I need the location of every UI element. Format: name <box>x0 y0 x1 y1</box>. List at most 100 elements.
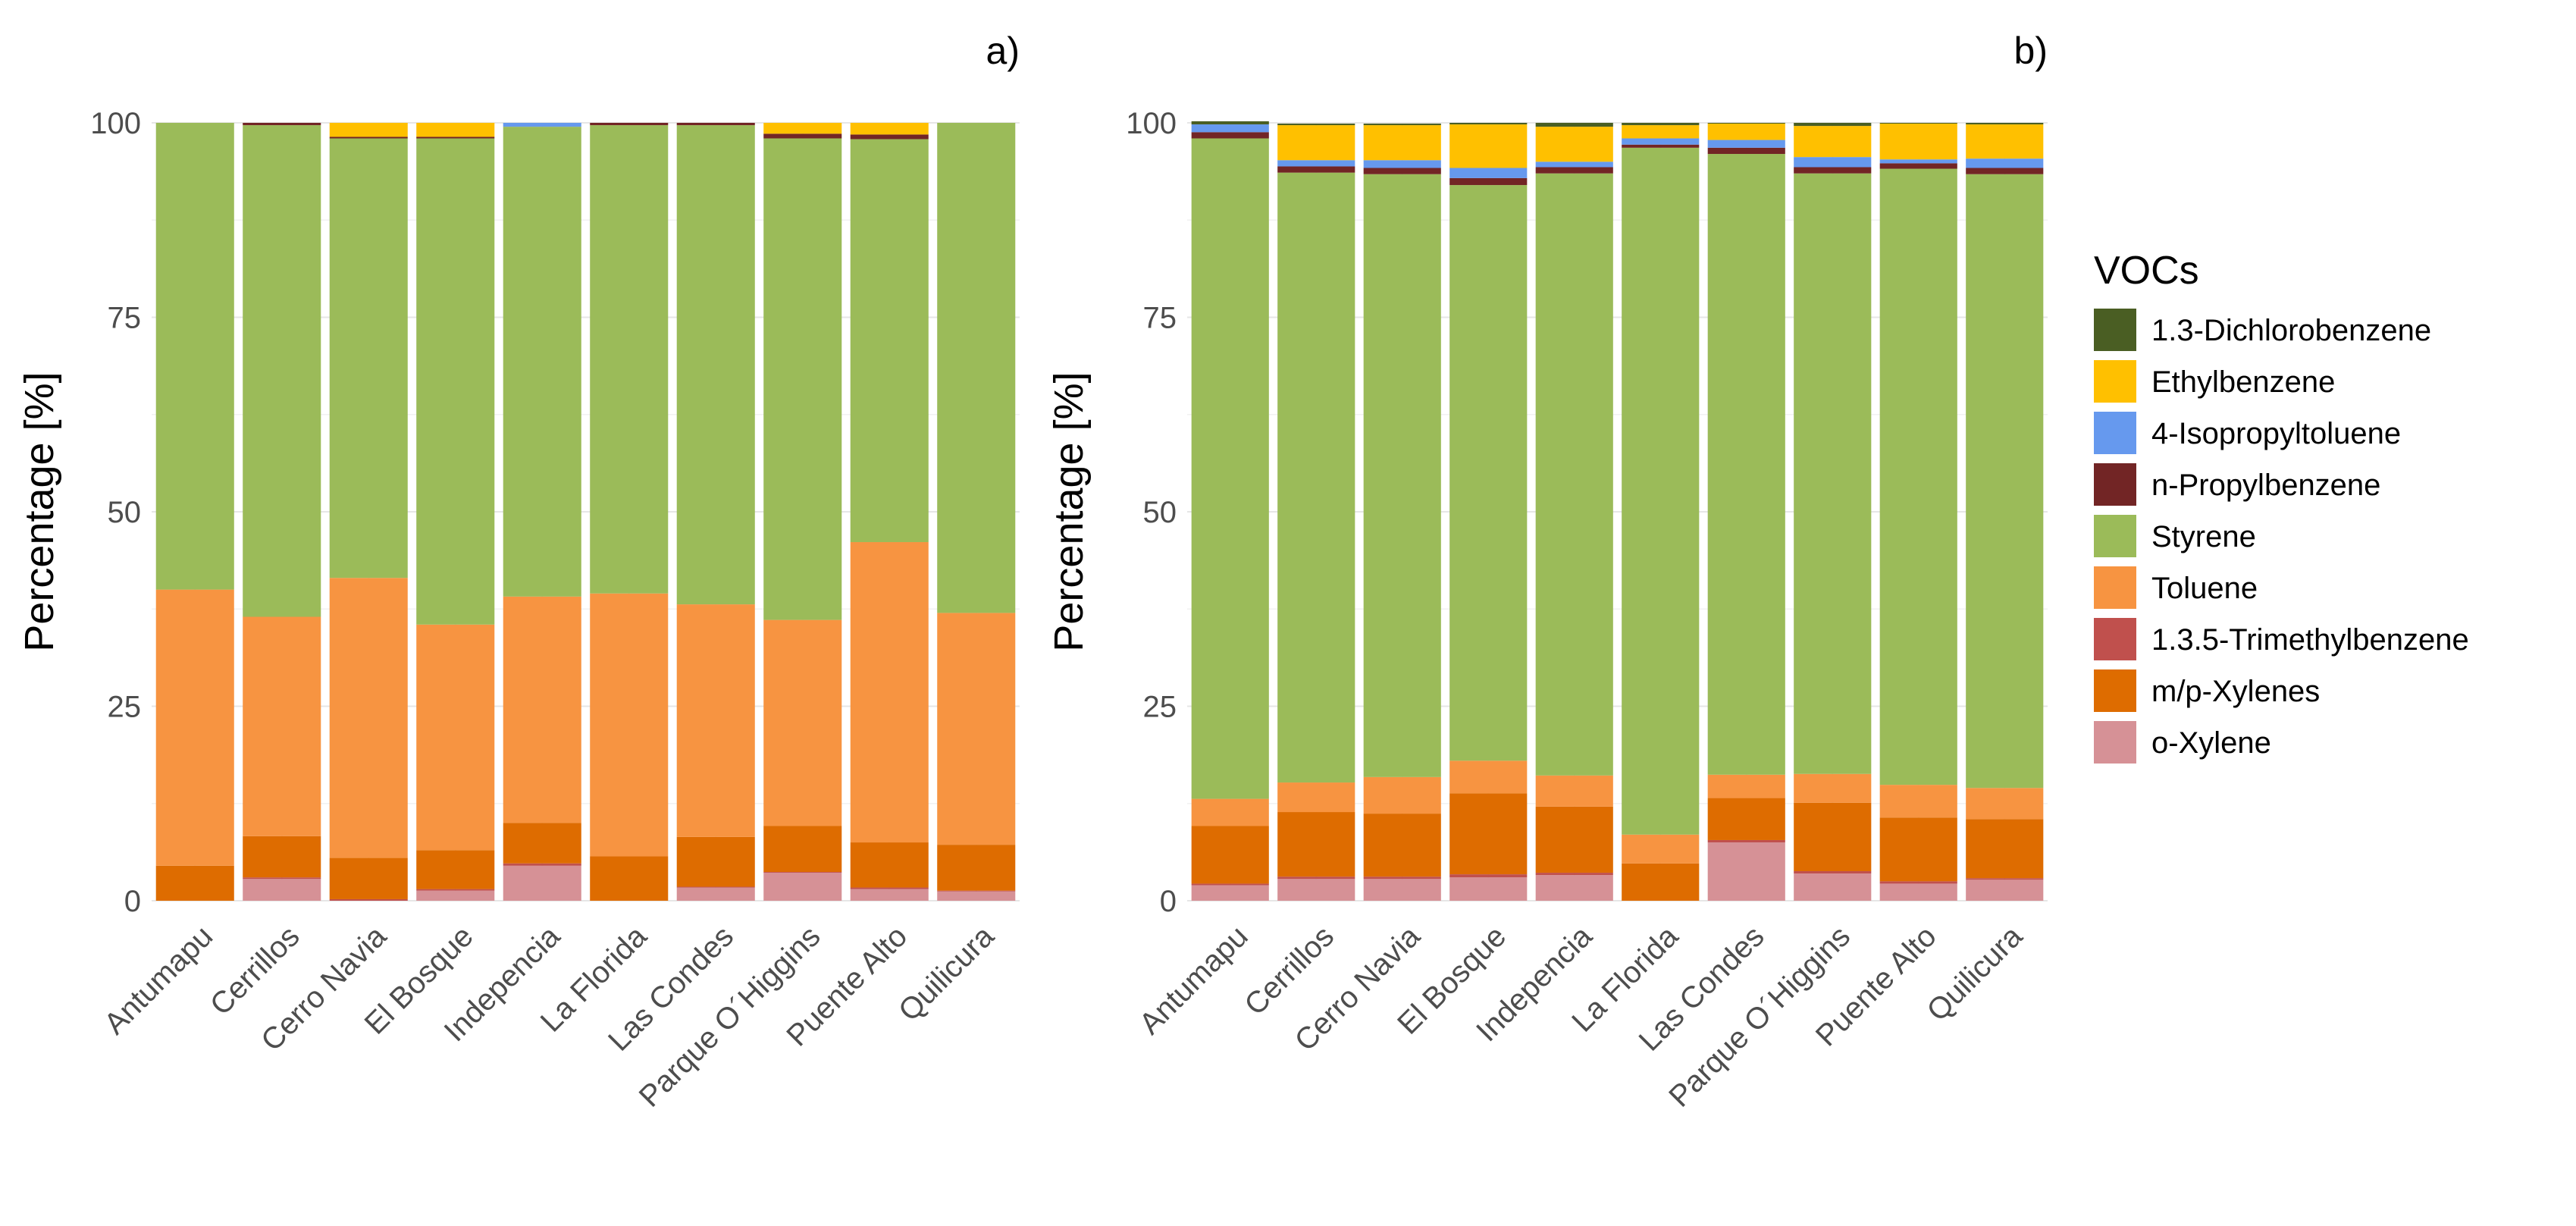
legend-label-styrene: Styrene <box>2151 520 2256 553</box>
panel-a-bar-quilicura-styrene <box>937 123 1015 613</box>
panel-b-bar-cerro-navia-1-3-dichlorobenzene <box>1364 124 1441 125</box>
panel-b-bar-cerro-navia-1-3-5-trimethylbenzene <box>1364 876 1441 879</box>
legend-label-n-propylbenzene: n-Propylbenzene <box>2151 469 2380 502</box>
panel-b-bar-cerrillos-toluene <box>1277 782 1355 812</box>
panel-a-x-tick-label: Antumapu <box>98 920 219 1041</box>
panel-b-bar-las-condes-m-p-xylenes <box>1708 798 1785 840</box>
panel-b-bar-la-florida-styrene <box>1622 148 1699 835</box>
legend: VOCs1.3-DichlorobenzeneEthylbenzene4-Iso… <box>2094 249 2469 764</box>
panel-b-bar-quilicura-o-xylene <box>1966 880 2043 901</box>
panel-b-bar-indepencia-n-propylbenzene <box>1536 167 1613 173</box>
panel-b-bar-indepencia-1-3-5-trimethylbenzene <box>1536 873 1613 875</box>
panel-b-x-tick-label: Antumapu <box>1133 920 1255 1041</box>
panel-b-bar-quilicura-1-3-5-trimethylbenzene <box>1966 878 2043 880</box>
panel-a-bar-cerro-navia-toluene <box>330 578 408 858</box>
panel-b-bar-las-condes-4-isopropyltoluene <box>1708 140 1785 148</box>
panel-b-bar-indepencia-o-xylene <box>1536 875 1613 901</box>
panel-a-y-tick-label: 25 <box>108 691 142 724</box>
panel-a-bar-la-florida-styrene <box>590 125 668 594</box>
panel-b-bar-parque-o-higgins-styrene <box>1794 174 1871 774</box>
panel-a-y-tick-label: 100 <box>90 107 141 140</box>
panel-b-x-tick-label: Quilicura <box>1920 919 2029 1027</box>
panel-b-bar-cerrillos-1-3-5-trimethylbenzene <box>1277 876 1355 879</box>
panel-b-bar-antumapu-1-3-dichlorobenzene <box>1192 121 1269 124</box>
legend-label-o-xylene: o-Xylene <box>2151 726 2271 760</box>
legend-key-n-propylbenzene <box>2094 463 2136 506</box>
panel-b-label: b) <box>2014 30 2048 72</box>
panel-b-bar-parque-o-higgins-m-p-xylenes <box>1794 803 1871 871</box>
panel-a-bar-cerrillos-m-p-xylenes <box>243 836 321 877</box>
panel-b-bar-antumapu-4-isopropyltoluene <box>1192 124 1269 132</box>
panel-a-bar-el-bosque-m-p-xylenes <box>416 850 494 889</box>
panel-b-bar-parque-o-higgins-1-3-5-trimethylbenzene <box>1794 871 1871 873</box>
panel-b-bar-la-florida-n-propylbenzene <box>1622 145 1699 148</box>
panel-b-bar-indepencia-ethylbenzene <box>1536 127 1613 161</box>
panel-b-bar-parque-o-higgins-o-xylene <box>1794 873 1871 901</box>
panel-b-bar-la-florida-ethylbenzene <box>1622 125 1699 138</box>
panel-a-bar-las-condes-n-propylbenzene <box>677 123 755 125</box>
panel-b-y-tick-label: 75 <box>1143 302 1177 335</box>
panel-a-bar-la-florida-m-p-xylenes <box>590 857 668 901</box>
panel-a-bar-el-bosque-toluene <box>416 625 494 851</box>
panel-a-bar-antumapu-m-p-xylenes <box>156 866 234 901</box>
panel-a-bar-cerro-navia-styrene <box>330 139 408 579</box>
panel-a-bar-parque-o-higgins-styrene <box>763 139 841 620</box>
panel-b-bar-antumapu-toluene <box>1192 799 1269 826</box>
panel-a-bar-cerrillos-toluene <box>243 617 321 836</box>
panel-b-bar-cerro-navia-o-xylene <box>1364 879 1441 901</box>
panel-b-bar-las-condes-1-3-dichlorobenzene <box>1708 123 1785 124</box>
panel-b-bar-la-florida-1-3-dichlorobenzene <box>1622 123 1699 125</box>
stacked-bar-figure: 0255075100AntumapuCerrillosCerro NaviaEl… <box>0 0 2576 1222</box>
panel-a-bar-las-condes-styrene <box>677 125 755 604</box>
legend-key-1-3-5-trimethylbenzene <box>2094 618 2136 660</box>
figure: 0 25 50 75 100 Antumapu Cerrillos Cerro Navia El… <box>0 0 2576 1222</box>
panel-a-bar-indepencia-styrene <box>503 127 581 597</box>
panel-b-bar-la-florida-4-isopropyltoluene <box>1622 139 1699 145</box>
panel-a-y-axis-label: Percentage [%] <box>17 372 62 651</box>
panel-a-label: a) <box>986 30 1020 72</box>
panel-a-bar-cerrillos-o-xylene <box>243 879 321 901</box>
panel-b-bar-cerro-navia-toluene <box>1364 777 1441 814</box>
panel-a-bar-puente-alto-n-propylbenzene <box>851 134 929 139</box>
panel-b-bar-puente-alto-4-isopropyltoluene <box>1880 159 1957 163</box>
panel-b-bar-indepencia-1-3-dichlorobenzene <box>1536 123 1613 127</box>
panel-b-bar-puente-alto-ethylbenzene <box>1880 124 1957 159</box>
panel-b-bar-puente-alto-toluene <box>1880 785 1957 817</box>
panel-a-bar-indepencia-toluene <box>503 597 581 823</box>
panel-b-bar-cerro-navia-ethylbenzene <box>1364 125 1441 160</box>
panel-a-bar-cerrillos-styrene <box>243 125 321 616</box>
panel-b-bar-puente-alto-m-p-xylenes <box>1880 817 1957 881</box>
panel-a-bar-puente-alto-ethylbenzene <box>851 123 929 134</box>
panel-b-y-tick-label: 25 <box>1143 691 1177 724</box>
legend-key-m-p-xylenes <box>2094 669 2136 712</box>
panel-b-bar-parque-o-higgins-1-3-dichlorobenzene <box>1794 123 1871 126</box>
panel-b-bar-cerrillos-styrene <box>1277 173 1355 782</box>
panel-a-bar-puente-alto-toluene <box>851 542 929 842</box>
panel-a-bar-quilicura-1-3-5-trimethylbenzene <box>937 891 1015 892</box>
panel-b-bar-las-condes-ethylbenzene <box>1708 124 1785 140</box>
panel-b-bar-cerrillos-4-isopropyltoluene <box>1277 160 1355 166</box>
panel-a-bar-puente-alto-1-3-5-trimethylbenzene <box>851 888 929 889</box>
panel-b-bar-puente-alto-1-3-dichlorobenzene <box>1880 123 1957 124</box>
legend-key-styrene <box>2094 515 2136 557</box>
legend-label-ethylbenzene: Ethylbenzene <box>2151 365 2335 399</box>
legend-key-4-isopropyltoluene <box>2094 412 2136 454</box>
panel-b-bar-el-bosque-styrene <box>1449 185 1527 760</box>
panel-b-bar-cerrillos-1-3-dichlorobenzene <box>1277 124 1355 125</box>
panel-a-bar-antumapu-toluene <box>156 590 234 866</box>
panel-b-bar-las-condes-styrene <box>1708 154 1785 775</box>
panel-a-bar-indepencia-1-3-5-trimethylbenzene <box>503 864 581 866</box>
panel-b-bar-antumapu-o-xylene <box>1192 885 1269 901</box>
panel-a-bar-las-condes-1-3-5-trimethylbenzene <box>677 887 755 888</box>
panel-a-bar-quilicura-o-xylene <box>937 892 1015 901</box>
panel-b-bar-las-condes-1-3-5-trimethylbenzene <box>1708 840 1785 842</box>
panel-a-bar-cerro-navia-1-3-5-trimethylbenzene <box>330 899 408 901</box>
panel-a-y-tick-label: 0 <box>124 885 141 918</box>
panel-b-bar-quilicura-styrene <box>1966 174 2043 789</box>
panel-a-bar-quilicura-toluene <box>937 613 1015 845</box>
panel-b-y-tick-label: 0 <box>1160 885 1177 918</box>
panel-b-bar-quilicura-ethylbenzene <box>1966 124 2043 158</box>
panel-b-bar-cerrillos-n-propylbenzene <box>1277 166 1355 172</box>
